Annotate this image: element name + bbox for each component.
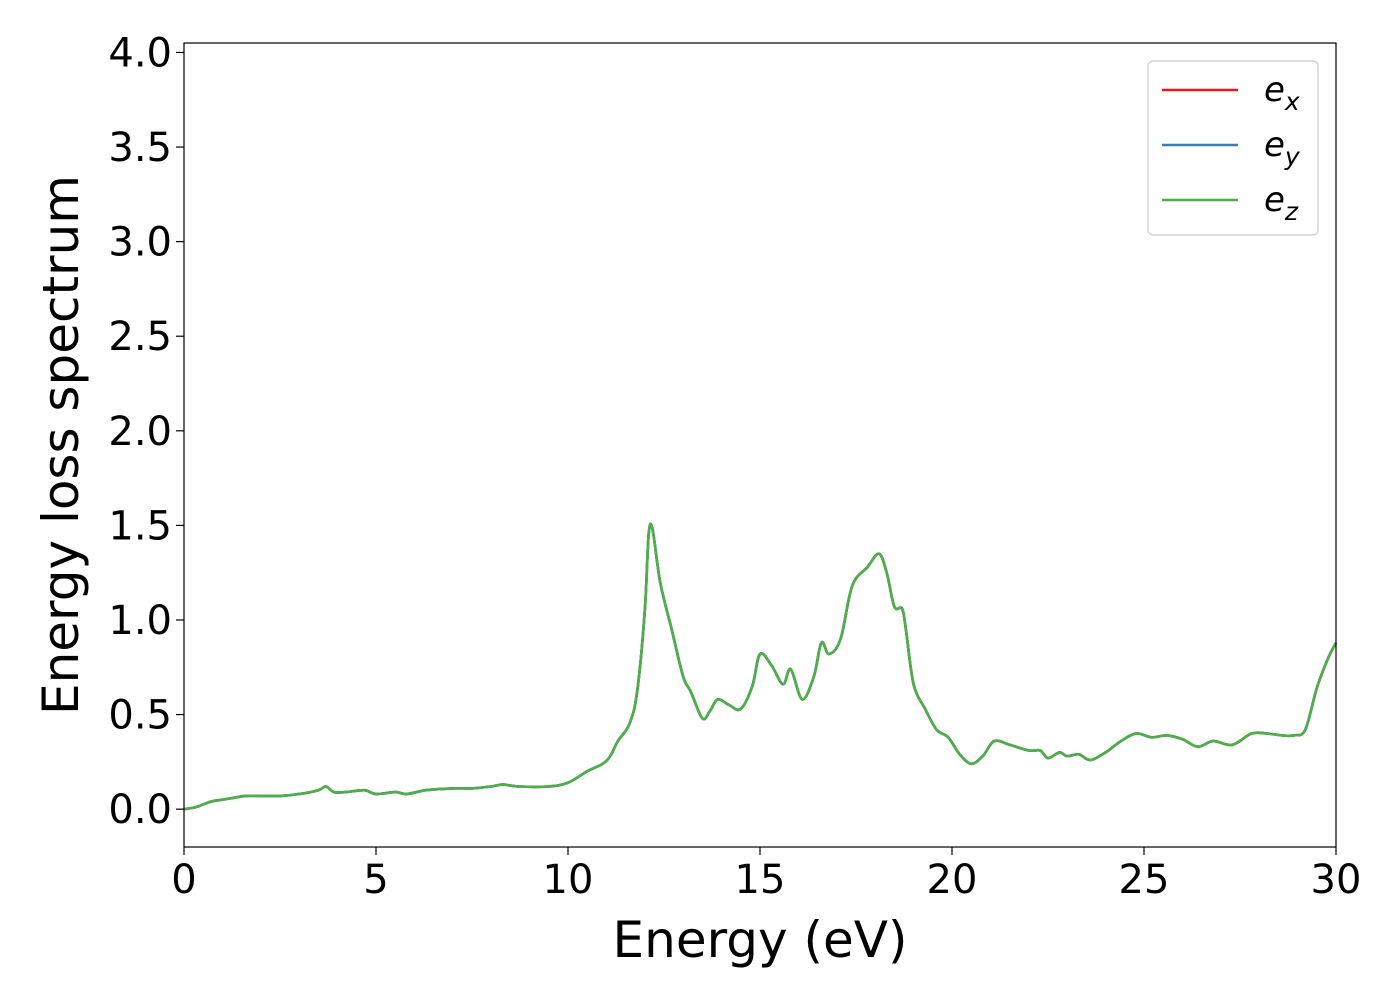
x-tick-label: 0: [171, 857, 196, 903]
y-tick-label: 2.5: [108, 314, 172, 360]
series-layer: [183, 522, 1338, 811]
x-tick-label: 15: [735, 857, 786, 903]
legend-label-z: ez: [1264, 180, 1299, 226]
legend-label-y: ey: [1264, 125, 1301, 171]
x-tick-label: 5: [363, 857, 388, 903]
x-tick-label: 20: [927, 857, 978, 903]
y-tick-label: 1.5: [108, 503, 172, 549]
y-tick-label: 3.0: [108, 220, 172, 266]
x-tick-label: 30: [1311, 857, 1362, 903]
y-tick-label: 0.0: [108, 787, 172, 833]
y-tick-label: 3.5: [108, 125, 172, 171]
y-axis-ticks: 0.0 0.5 1.0 1.5 2.0 2.5 3.0 3.5 4.0: [108, 30, 184, 833]
y-axis-label: Energy loss spectrum: [32, 175, 90, 715]
series-line-z: [183, 522, 1338, 811]
legend-box: [1147, 60, 1319, 236]
y-tick-label: 1.0: [108, 598, 172, 644]
y-tick-label: 0.5: [108, 693, 172, 739]
plot-background: [184, 43, 1336, 847]
legend: ex ey ez: [1147, 60, 1319, 236]
x-tick-label: 10: [543, 857, 594, 903]
x-axis-label: Energy (eV): [613, 911, 908, 969]
y-tick-label: 2.0: [108, 409, 172, 455]
x-tick-label: 25: [1119, 857, 1170, 903]
legend-label-x: ex: [1264, 70, 1300, 116]
x-axis-ticks: 0 5 10 15 20 25 30: [171, 847, 1361, 903]
y-tick-label: 4.0: [108, 30, 172, 76]
